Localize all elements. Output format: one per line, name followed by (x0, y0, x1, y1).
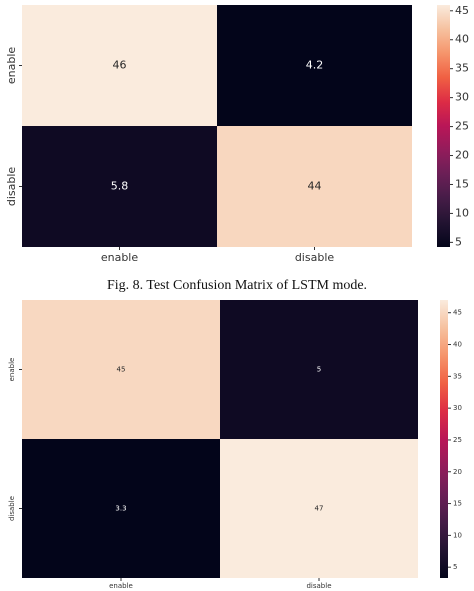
heatmap-cell (22, 300, 220, 439)
cell-label: 3.3 (115, 505, 126, 513)
cell-label: 44 (308, 180, 322, 193)
cell-label: 4.2 (306, 59, 324, 72)
colorbar (440, 300, 448, 578)
heatmap-cell (220, 439, 418, 578)
cell-label: 46 (113, 59, 127, 72)
colorbar-tick-label: 30 (455, 91, 469, 104)
cell-label: 5 (317, 366, 321, 374)
y-tick-label: disable (8, 496, 16, 521)
colorbar-tick-label: 40 (453, 341, 462, 349)
colorbar-tick-label: 25 (455, 120, 469, 133)
y-tick-label: enable (8, 358, 16, 382)
heatmap-cell (22, 5, 217, 126)
x-tick-label: enable (101, 251, 139, 264)
heatmap-cell (217, 5, 412, 126)
heatmap-cell (220, 300, 418, 439)
colorbar-tick-label: 10 (453, 531, 462, 539)
cell-label: 47 (315, 505, 324, 513)
colorbar-tick-label: 15 (455, 177, 469, 190)
caption: Fig. 8. Test Confusion Matrix of LSTM mo… (107, 278, 367, 293)
x-tick-label: disable (306, 582, 331, 590)
cell-label: 5.8 (111, 180, 129, 193)
colorbar-tick-label: 30 (453, 404, 462, 412)
colorbar-tick-label: 5 (453, 563, 457, 571)
y-tick-label: enable (5, 47, 18, 85)
colorbar-tick-label: 40 (455, 33, 469, 46)
colorbar-tick-label: 20 (453, 468, 462, 476)
colorbar (437, 5, 450, 247)
colorbar-tick-label: 45 (453, 309, 462, 317)
colorbar-tick-label: 35 (455, 62, 469, 75)
x-tick-label: disable (295, 251, 335, 264)
y-tick-label: disable (5, 167, 18, 207)
colorbar-tick-label: 10 (455, 206, 469, 219)
colorbar-tick-label: 20 (455, 149, 469, 162)
heatmap-cell (22, 126, 217, 247)
colorbar-tick-label: 15 (453, 500, 462, 508)
heatmap-cell (217, 126, 412, 247)
cell-label: 45 (117, 366, 126, 374)
colorbar-tick-label: 25 (453, 436, 462, 444)
colorbar-tick-label: 5 (455, 235, 462, 248)
x-tick-label: enable (109, 582, 133, 590)
heatmap-cell (22, 439, 220, 578)
colorbar-tick-label: 45 (455, 4, 469, 17)
colorbar-tick-label: 35 (453, 372, 462, 380)
